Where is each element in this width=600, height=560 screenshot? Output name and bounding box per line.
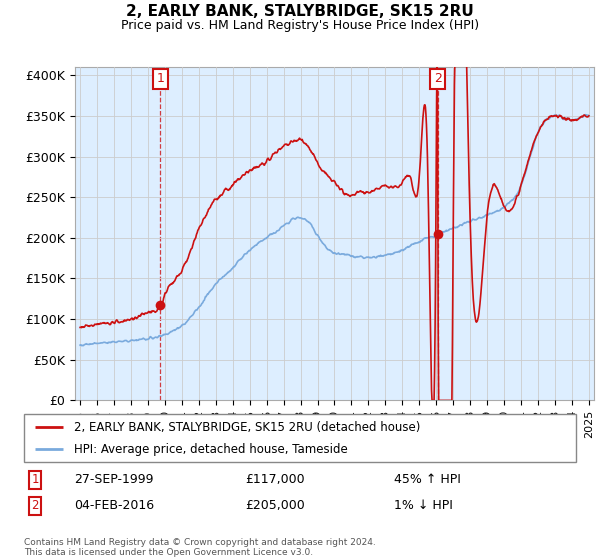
Text: Price paid vs. HM Land Registry's House Price Index (HPI): Price paid vs. HM Land Registry's House …: [121, 19, 479, 32]
Text: 2: 2: [434, 72, 442, 85]
Text: Contains HM Land Registry data © Crown copyright and database right 2024.
This d: Contains HM Land Registry data © Crown c…: [24, 538, 376, 557]
Text: 1: 1: [157, 72, 164, 85]
Text: 2, EARLY BANK, STALYBRIDGE, SK15 2RU (detached house): 2, EARLY BANK, STALYBRIDGE, SK15 2RU (de…: [74, 421, 420, 434]
Text: 1% ↓ HPI: 1% ↓ HPI: [394, 500, 453, 512]
Text: 04-FEB-2016: 04-FEB-2016: [74, 500, 154, 512]
Text: 2, EARLY BANK, STALYBRIDGE, SK15 2RU: 2, EARLY BANK, STALYBRIDGE, SK15 2RU: [126, 4, 474, 19]
Text: 45% ↑ HPI: 45% ↑ HPI: [394, 473, 461, 486]
Text: £117,000: £117,000: [245, 473, 304, 486]
Text: 1: 1: [31, 473, 39, 486]
Text: 2: 2: [31, 500, 39, 512]
Text: £205,000: £205,000: [245, 500, 305, 512]
Text: HPI: Average price, detached house, Tameside: HPI: Average price, detached house, Tame…: [74, 442, 347, 456]
Text: 27-SEP-1999: 27-SEP-1999: [74, 473, 153, 486]
